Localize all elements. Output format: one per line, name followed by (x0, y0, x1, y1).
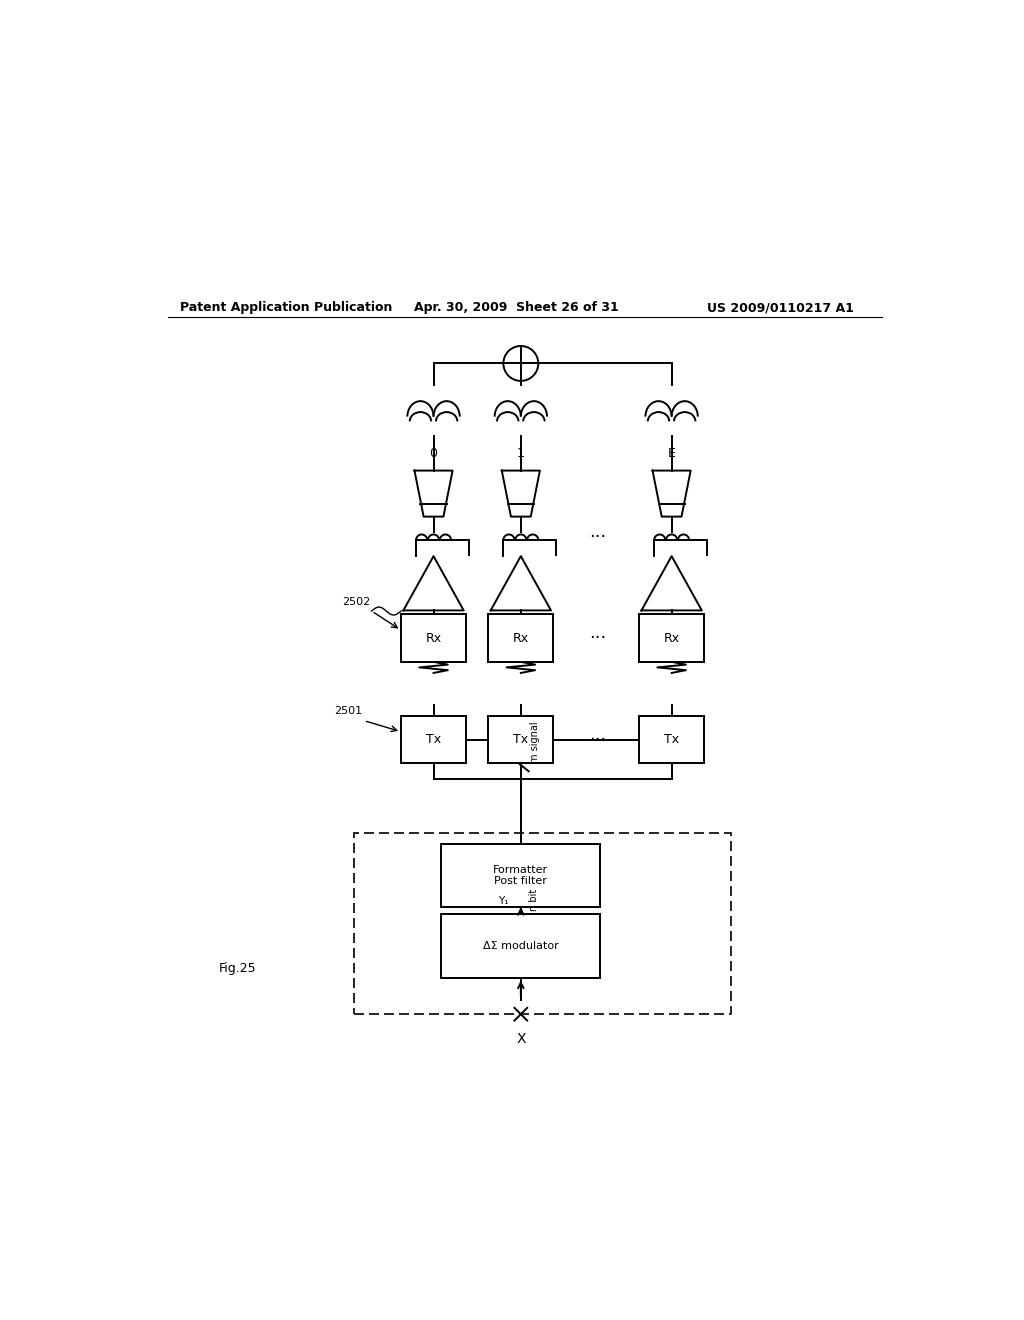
Text: Tx: Tx (426, 733, 441, 746)
Text: ···: ··· (589, 630, 606, 647)
Text: Tx: Tx (664, 733, 679, 746)
Bar (488, 614, 553, 661)
Text: m signal: m signal (530, 722, 541, 763)
Text: 2502: 2502 (342, 597, 370, 606)
Text: X: X (516, 1032, 525, 1045)
Text: ΔΣ modulator: ΔΣ modulator (483, 941, 559, 950)
Bar (441, 915, 600, 978)
Text: Rx: Rx (664, 631, 680, 644)
Text: 2501: 2501 (334, 706, 362, 715)
Text: Fig.25: Fig.25 (219, 962, 256, 974)
Text: E: E (668, 447, 676, 461)
Text: ···: ··· (589, 528, 606, 546)
Text: Y₁: Y₁ (499, 896, 509, 907)
Bar (639, 614, 705, 661)
Text: Rx: Rx (426, 631, 441, 644)
Text: Tx: Tx (513, 733, 528, 746)
Text: Formatter
Post filter: Formatter Post filter (494, 865, 549, 886)
Text: Patent Application Publication: Patent Application Publication (179, 301, 392, 314)
Bar (401, 614, 466, 661)
Text: US 2009/0110217 A1: US 2009/0110217 A1 (708, 301, 854, 314)
Text: ···: ··· (589, 730, 606, 748)
Text: 1: 1 (517, 447, 524, 461)
Text: n bit: n bit (528, 888, 539, 911)
Bar (441, 843, 600, 907)
Text: 0: 0 (429, 447, 437, 461)
Bar (354, 833, 731, 1014)
Text: Rx: Rx (513, 631, 528, 644)
Bar (401, 715, 466, 763)
Bar (639, 715, 705, 763)
Bar (488, 715, 553, 763)
Text: Apr. 30, 2009  Sheet 26 of 31: Apr. 30, 2009 Sheet 26 of 31 (414, 301, 618, 314)
